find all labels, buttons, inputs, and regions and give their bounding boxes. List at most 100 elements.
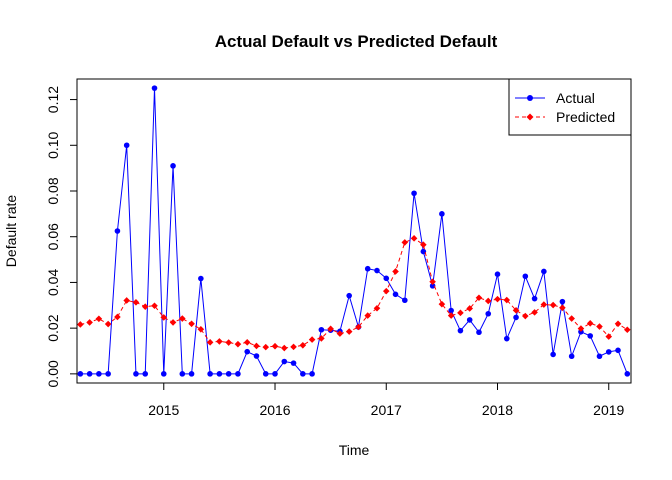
data-point-actual [160,371,167,377]
data-point-predicted [623,326,631,334]
data-point-actual [216,371,223,377]
data-point-predicted [401,239,409,246]
legend-predicted-label: Predicted [556,109,615,125]
data-point-actual [77,371,84,377]
data-point-predicted [169,319,177,326]
data-point-predicted [225,339,232,346]
data-point-predicted [484,297,492,305]
data-point-actual [392,291,399,298]
y-tick-label: 0.10 [45,131,61,158]
data-point-actual [290,360,297,366]
legend-box [508,78,632,136]
data-point-predicted [577,325,585,332]
data-point-actual [253,353,260,359]
data-point-actual [235,371,241,377]
data-point-predicted [596,323,603,330]
y-tick-label: 0.02 [45,314,61,341]
data-point-predicted [568,315,575,322]
data-point-predicted [364,312,372,319]
data-point-actual [364,265,371,272]
data-point-predicted [373,304,381,312]
x-ticks: 2015 2016 2017 2018 2019 [148,383,625,418]
data-point-actual [541,268,547,275]
x-tick-label: 2019 [593,402,624,418]
data-point-actual [300,371,306,377]
data-point-actual [439,211,445,217]
data-point-actual [624,371,631,377]
data-point-predicted [262,343,270,351]
data-point-predicted [216,338,223,345]
data-point-predicted [447,312,455,319]
data-point-actual [151,85,158,91]
data-point-actual [142,371,149,377]
data-point-predicted [318,335,325,342]
data-point-predicted [151,302,158,310]
x-tick-label: 2015 [148,402,179,418]
data-point-actual [244,348,251,355]
data-point-predicted [141,303,149,310]
legend-predicted-marker [526,113,534,121]
data-point-predicted [271,342,279,350]
plot-area [76,78,632,384]
x-tick-label: 2016 [259,402,290,418]
data-point-actual [522,273,529,280]
data-point-actual [448,307,454,314]
data-point-predicted [290,343,297,351]
data-point-predicted [234,340,242,348]
data-point-actual [605,349,612,355]
data-point-predicted [540,301,548,308]
x-tick-label: 2017 [371,402,402,418]
data-point-actual [207,371,213,377]
data-point-predicted [494,295,501,303]
data-point-predicted [308,336,316,343]
data-point-actual [105,371,111,377]
data-point-predicted [457,309,464,317]
data-point-actual [494,271,501,278]
data-point-predicted [114,313,121,321]
data-point-predicted [522,312,529,320]
data-point-predicted [559,304,566,312]
data-point-predicted [77,321,84,328]
data-point-predicted [429,278,436,286]
data-point-predicted [95,315,103,323]
data-point-predicted [188,320,195,328]
data-point-predicted [160,314,168,321]
legend-actual-marker [527,95,533,101]
data-point-predicted [512,307,520,314]
data-point-actual [346,292,352,299]
data-point-actual [272,371,278,377]
x-axis: 2015 2016 2017 2018 2019 Time [148,382,625,458]
y-axis: 0.00 0.02 0.04 0.06 0.08 0.10 0.12 Default rat… [3,86,78,387]
data-point-actual [188,371,195,377]
data-point-actual [114,228,121,234]
legend-actual-label: Actual [556,90,595,106]
data-point-actual [568,353,575,360]
data-point-actual [559,298,566,305]
x-axis-title: Time [339,442,370,458]
data-point-actual [466,317,473,323]
data-point-actual [374,267,380,274]
data-point-predicted [86,319,93,326]
y-ticks: 0.00 0.02 0.04 0.06 0.08 0.10 0.12 [45,86,77,387]
legend-item-actual: Actual [515,90,595,106]
y-tick-label: 0.04 [45,269,61,296]
data-point-predicted [503,296,511,304]
data-point-predicted [299,341,307,349]
data-point-actual [225,371,232,377]
data-point-predicted [104,320,112,328]
y-tick-label: 0.08 [45,177,61,204]
data-point-actual [96,371,102,377]
data-point-actual [179,371,186,377]
data-point-actual [383,275,390,282]
series-line-actual [80,88,628,375]
data-point-actual [485,310,492,317]
y-axis-title: Default rate [3,195,19,268]
data-point-predicted [179,315,186,322]
data-point-predicted [123,297,130,304]
data-point-actual [596,353,603,360]
data-point-actual [457,327,464,334]
data-point-actual [170,163,176,169]
data-point-actual [615,347,621,354]
data-point-actual [309,371,315,377]
